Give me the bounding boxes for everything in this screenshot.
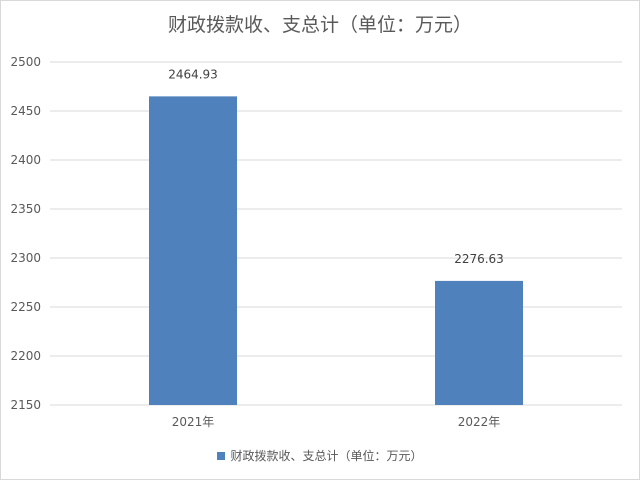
chart-title: 财政拨款收、支总计（单位：万元） [167,14,472,36]
x-tick-label: 2021年 [172,415,215,429]
y-tick-label: 2500 [10,55,41,69]
legend-swatch [217,451,226,460]
y-tick-label: 2350 [10,202,41,216]
chart-legend: 财政拨款收、支总计（单位：万元） [0,447,640,464]
x-tick-label: 2022年 [458,415,501,429]
y-tick-label: 2300 [10,251,41,265]
bar [435,280,523,405]
y-tick-label: 2150 [10,398,41,412]
y-tick-label: 2450 [10,104,41,118]
data-label: 2276.63 [454,252,504,266]
data-label: 2464.93 [168,67,218,81]
y-tick-label: 2200 [10,349,41,363]
y-tick-label: 2400 [10,153,41,167]
bar [149,96,237,406]
y-tick-label: 2250 [10,300,41,314]
legend-label: 财政拨款收、支总计（单位：万元） [230,449,423,463]
